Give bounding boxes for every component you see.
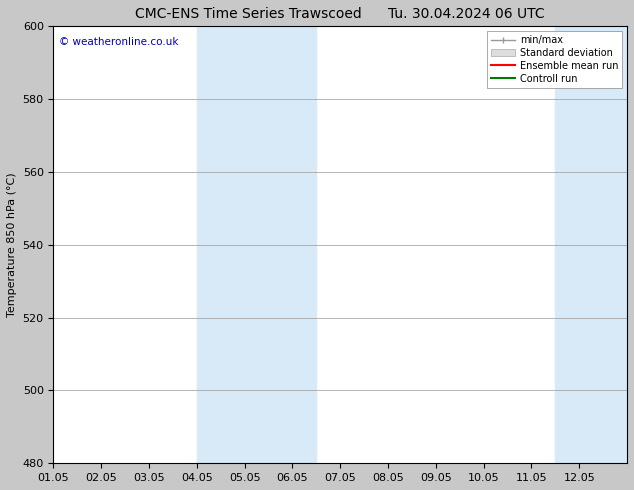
Title: CMC-ENS Time Series Trawscoed      Tu. 30.04.2024 06 UTC: CMC-ENS Time Series Trawscoed Tu. 30.04.… [136,7,545,21]
Text: © weatheronline.co.uk: © weatheronline.co.uk [59,37,179,47]
Legend: min/max, Standard deviation, Ensemble mean run, Controll run: min/max, Standard deviation, Ensemble me… [487,31,622,88]
Y-axis label: Temperature 850 hPa (°C): Temperature 850 hPa (°C) [7,172,17,317]
Bar [555,26,627,464]
Bar [197,26,316,464]
